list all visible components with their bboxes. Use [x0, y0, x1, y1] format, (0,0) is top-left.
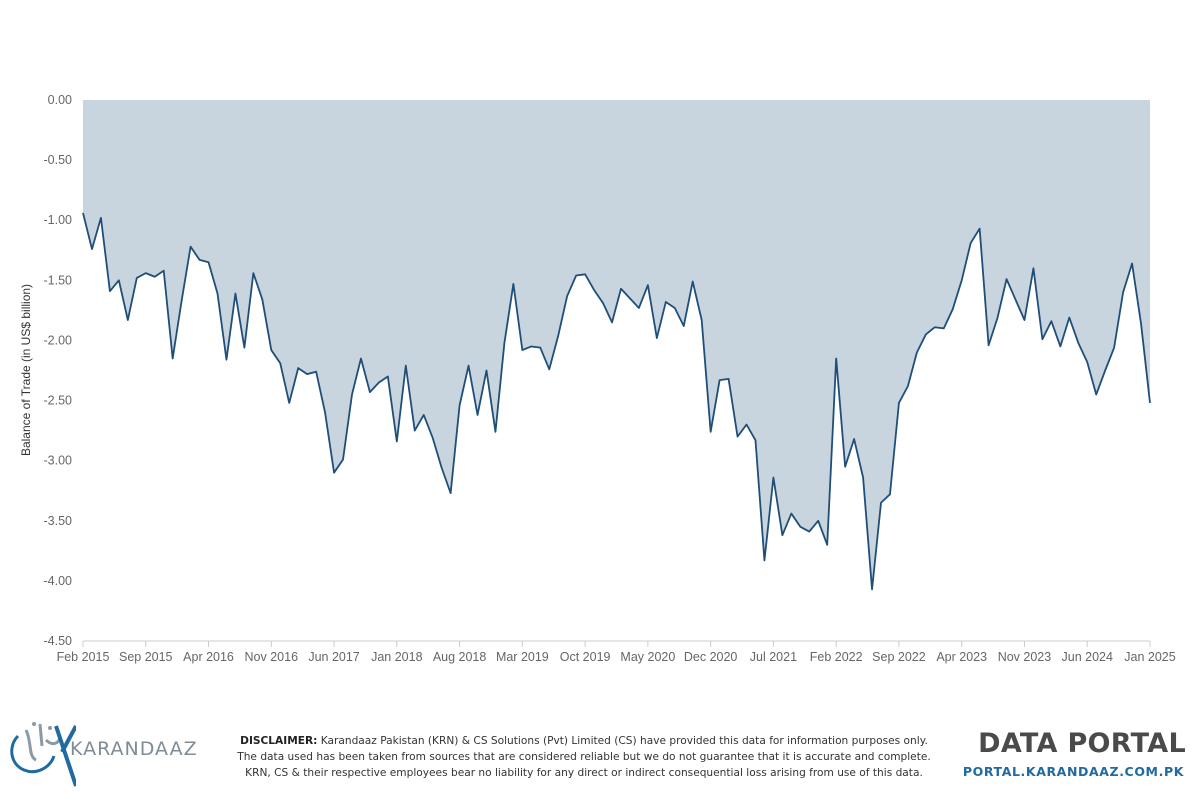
x-axis: Feb 2015 Sep 2015 Apr 2016 Nov 2016 Jun 2017… [57, 640, 1176, 664]
x-tick-label: Jan 2025 [1124, 650, 1175, 664]
disclaimer-line-2: The data used has been taken from source… [237, 751, 931, 763]
x-tick-label: Feb 2022 [810, 650, 863, 664]
series-area [83, 100, 1150, 590]
x-tick-label: Sep 2015 [119, 650, 173, 664]
x-tick-label: Dec 2020 [684, 650, 738, 664]
y-tick-label: -1.50 [44, 273, 73, 287]
x-tick-label: Apr 2016 [183, 650, 234, 664]
karandaaz-logo-mark [10, 722, 78, 787]
y-tick-label: -2.00 [44, 333, 73, 347]
y-tick-label: -1.00 [44, 213, 73, 227]
x-tick-label: Jan 2018 [371, 650, 422, 664]
x-tick-label: Jun 2024 [1062, 650, 1113, 664]
y-tick-label: -2.50 [44, 394, 73, 408]
x-tick-label: Aug 2018 [433, 650, 487, 664]
x-tick-label: Nov 2023 [998, 650, 1052, 664]
x-tick-label: Apr 2023 [936, 650, 987, 664]
y-tick-label: -3.50 [44, 514, 73, 528]
x-tick-label: Mar 2019 [496, 650, 549, 664]
y-tick-label: -4.00 [44, 574, 73, 588]
y-axis-title: Balance of Trade (in US$ billion) [19, 284, 33, 456]
x-tick-label: Oct 2019 [560, 650, 611, 664]
x-tick-label: Nov 2016 [245, 650, 299, 664]
y-tick-label: -0.50 [44, 153, 73, 167]
portal-url-link[interactable]: PORTAL.KARANDAAZ.COM.PK [962, 764, 1184, 779]
plot-area [82, 100, 1151, 591]
y-tick-label: -3.00 [44, 454, 73, 468]
disclaimer-text-1: Karandaaz Pakistan (KRN) & CS Solutions … [320, 735, 928, 747]
karandaaz-logo: KARANDAAZ [6, 716, 197, 790]
karandaaz-brand-text: KARANDAAZ [70, 738, 198, 760]
y-axis-title-group: Balance of Trade (in US$ billion) [19, 284, 33, 456]
x-tick-label: Sep 2022 [872, 650, 926, 664]
disclaimer-line-1: DISCLAIMER: Karandaaz Pakistan (KRN) & C… [228, 733, 940, 749]
y-tick-label: 0.00 [48, 93, 72, 107]
data-portal-title: DATA PORTAL [978, 728, 1186, 759]
disclaimer: DISCLAIMER: Karandaaz Pakistan (KRN) & C… [228, 733, 940, 781]
disclaimer-line-3: KRN, CS & their respective employees bea… [245, 767, 923, 779]
y-tick-label: -4.50 [44, 634, 73, 648]
series-line [82, 212, 1151, 591]
disclaimer-label: DISCLAIMER: [240, 735, 318, 747]
x-tick-label: May 2020 [620, 650, 675, 664]
x-tick-label: Jul 2021 [750, 650, 797, 664]
y-tick-labels: 0.00 -0.50 -1.00 -1.50 -2.00 -2.50 -3.00 -3.50 -… [44, 93, 73, 648]
x-tick-label: Feb 2015 [57, 650, 110, 664]
x-tick-label: Jun 2017 [308, 650, 359, 664]
balance-of-trade-chart: Balance of Trade (in US$ billion) 0.00 -0… [19, 93, 1176, 664]
